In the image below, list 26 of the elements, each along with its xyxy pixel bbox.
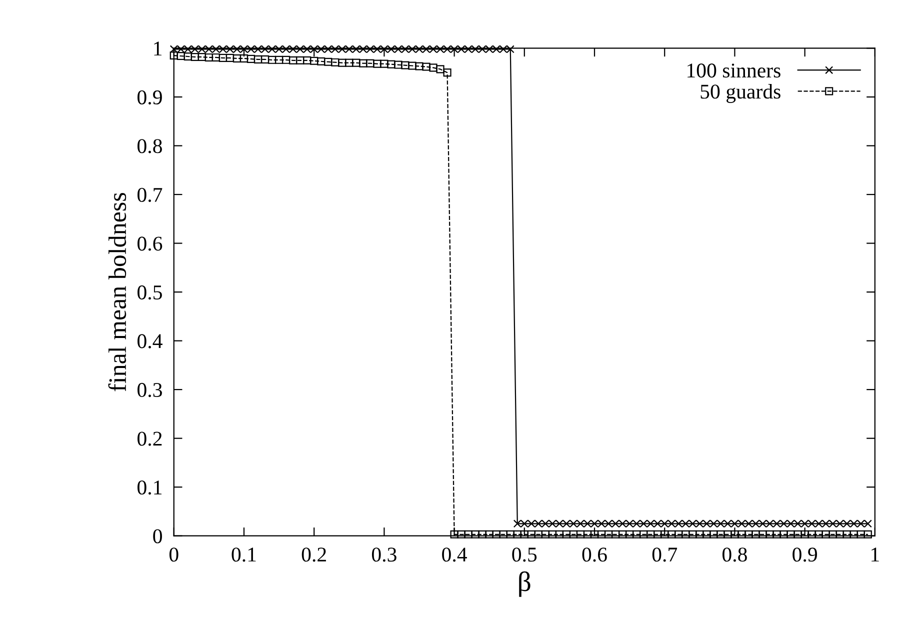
legend-label: 50 guards: [700, 84, 780, 103]
x-tick-label: 0.6: [582, 548, 607, 562]
y-tick-label: 0.5: [138, 285, 162, 300]
y-tick-label: 1: [154, 42, 162, 56]
x-tick-label: 0.9: [792, 548, 817, 562]
y-axis-title: final mean boldness: [108, 192, 126, 392]
legend-label: 100 sinners: [688, 64, 780, 78]
y-tick-label: 0.9: [138, 90, 162, 104]
x-tick-label: 0.3: [372, 548, 396, 562]
y-tick-label: 0.2: [138, 432, 162, 446]
x-tick-label: 1: [872, 548, 879, 562]
x-tick-label: 0.4: [442, 548, 467, 562]
x-tick-label: 0.7: [652, 548, 678, 562]
y-tick-label: 0.7: [138, 188, 162, 202]
y-tick-label: 0.3: [138, 382, 162, 398]
y-tick-label: 0.1: [138, 480, 162, 495]
x-axis-title: β: [519, 571, 530, 597]
x-tick-label: 0.8: [722, 548, 747, 562]
x-tick-label: 0.2: [302, 548, 326, 562]
y-tick-label: 0: [153, 529, 162, 544]
x-tick-label: 0: [169, 548, 178, 562]
x-tick-label: 0.1: [232, 548, 256, 562]
y-tick-label: 0.6: [138, 236, 162, 251]
y-tick-label: 0.8: [138, 139, 162, 154]
x-tick-label: 0.5: [512, 548, 537, 562]
y-tick-label: 0.4: [138, 334, 162, 348]
